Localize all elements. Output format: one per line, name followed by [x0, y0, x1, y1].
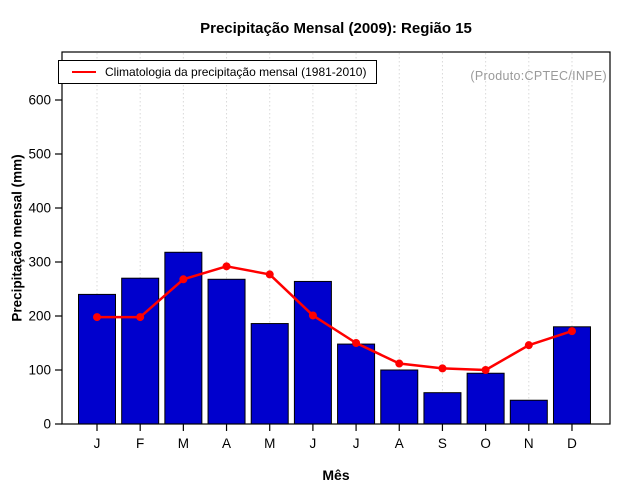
x-tick-label: A: [222, 436, 231, 451]
x-axis-title: Mês: [322, 467, 350, 483]
y-tick-label: 200: [28, 309, 51, 324]
bar-J-6: [337, 343, 376, 425]
y-tick-label: 100: [28, 363, 51, 378]
climatology-point-3: [222, 262, 231, 271]
bar-A-7: [380, 369, 419, 425]
climatology-point-0: [93, 313, 101, 322]
bar-M-4: [250, 323, 289, 425]
legend-line-swatch-icon: [72, 71, 96, 73]
bar-F-1: [121, 277, 160, 425]
climatology-point-6: [352, 339, 361, 347]
x-tick-label: J: [353, 436, 360, 451]
climatology-point-10: [524, 341, 533, 350]
x-tick-label: O: [480, 436, 491, 451]
y-tick-label: 600: [28, 93, 51, 108]
climatology-point-1: [136, 313, 145, 322]
x-tick-label: F: [136, 436, 144, 451]
climatology-point-9: [481, 366, 490, 374]
x-tick-label: M: [178, 436, 189, 451]
climatology-point-11: [567, 327, 576, 336]
y-axis-title: Precipitação mensal (mm): [9, 154, 25, 322]
x-tick-label: M: [264, 436, 275, 451]
climatology-point-4: [265, 270, 274, 279]
climatology-point-2: [179, 275, 188, 284]
x-tick-label: D: [567, 436, 577, 451]
climatology-point-7: [395, 359, 404, 368]
bar-D-11: [552, 326, 591, 425]
x-tick-label: A: [395, 436, 404, 451]
y-tick-label: 0: [43, 417, 51, 432]
bar-N-10: [509, 399, 548, 425]
x-tick-label: N: [524, 436, 534, 451]
x-tick-label: J: [310, 436, 317, 451]
legend: Climatologia da precipitação mensal (198…: [58, 60, 377, 84]
bar-A-3: [207, 278, 246, 425]
climatology-point-5: [308, 311, 317, 320]
producer-annotation: (Produto:CPTEC/INPE): [470, 69, 607, 83]
legend-label: Climatologia da precipitação mensal (198…: [105, 65, 367, 79]
climatology-point-8: [438, 364, 447, 373]
chart-title: Precipitação Mensal (2009): Região 15: [200, 20, 472, 37]
y-tick-label: 300: [28, 255, 51, 270]
x-tick-label: S: [438, 436, 447, 451]
bar-S-8: [423, 392, 462, 425]
y-tick-label: 500: [28, 147, 51, 162]
bar-O-9: [466, 372, 505, 425]
x-tick-label: J: [94, 436, 101, 451]
plot-box: [61, 51, 611, 425]
y-tick-label: 400: [28, 201, 51, 216]
climatology-line: [97, 265, 573, 372]
